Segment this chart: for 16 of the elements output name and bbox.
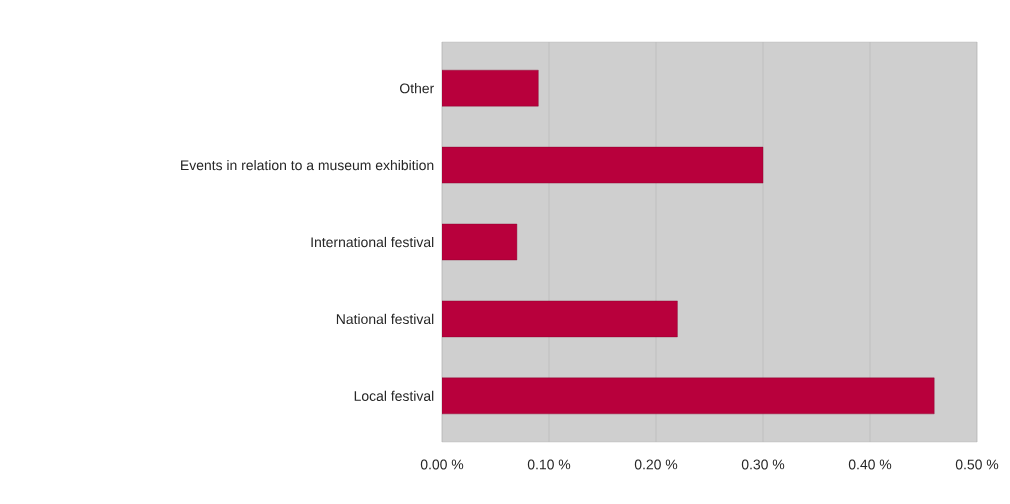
bar xyxy=(442,146,764,184)
bar xyxy=(442,300,678,338)
bar xyxy=(442,377,935,415)
x-tick-label: 0.50 % xyxy=(955,459,999,470)
x-tick-label: 0.10 % xyxy=(527,459,571,470)
x-tick-label: 0.40 % xyxy=(848,459,892,470)
x-tick-label: 0.00 % xyxy=(420,459,464,470)
y-tick-label: Other xyxy=(400,83,435,94)
y-tick-label: Events in relation to a museum exhibition xyxy=(181,159,434,171)
bar xyxy=(442,223,518,261)
x-tick-label: 0.20 % xyxy=(634,459,678,470)
bar xyxy=(442,69,539,107)
y-tick-label: International festival xyxy=(311,236,434,248)
y-tick-label: National festival xyxy=(336,313,434,325)
y-tick-label: Local festival xyxy=(354,390,434,401)
x-tick-label: 0.30 % xyxy=(741,459,785,470)
